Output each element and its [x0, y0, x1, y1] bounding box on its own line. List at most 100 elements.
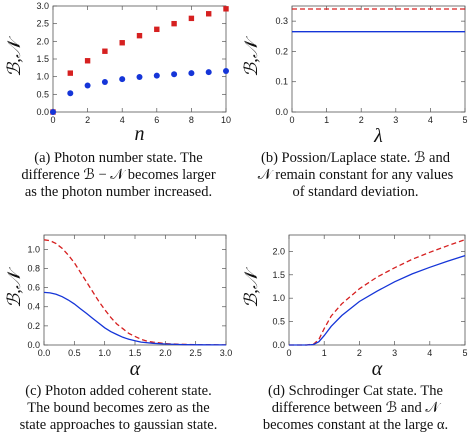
x-tick-label: 10 [221, 115, 231, 125]
x-tick-label: 3 [393, 115, 398, 125]
y-axis-label: ℬ,𝒩 [4, 35, 24, 77]
x-tick-label: 6 [154, 115, 159, 125]
chart-photon-number: 0 2 4 6 8 10 0.0 0.5 1.0 1.5 2.0 2.5 3.0 n ℬ,𝒩 [0, 0, 237, 150]
y-tick-label: 0.0 [36, 107, 49, 117]
data-point-circle [205, 69, 212, 76]
data-point-circle [223, 68, 229, 75]
series-line-solid [43, 291, 227, 346]
caption-a: (a) Photon number state. The difference … [0, 150, 237, 201]
plot-frame [43, 234, 227, 346]
x-tick-label: 1.5 [129, 348, 142, 358]
x-tick-label: 1 [322, 348, 327, 358]
caption-c: (c) Photon added coherent state. The bou… [0, 383, 237, 434]
data-point-square [136, 32, 143, 39]
y-tick-label: 1.5 [272, 270, 285, 280]
y-tick-label: 0.0 [272, 340, 285, 350]
chart-schrodinger-cat: 0 1 2 3 4 5 0.0 0.5 1.0 1.5 2.0 α ℬ,𝒩 [237, 225, 474, 383]
x-tick-label: 8 [189, 115, 194, 125]
data-point-circle [84, 82, 91, 89]
data-point-circle [50, 109, 56, 115]
x-tick-label: 0 [50, 115, 55, 125]
x-tick-label: 4 [428, 115, 433, 125]
x-tick-label: 2 [85, 115, 90, 125]
caption-line: difference ℬ − 𝒩 becomes larger [21, 167, 216, 183]
y-tick-label: 1.0 [272, 293, 285, 303]
plot-frame [291, 5, 466, 113]
caption-line: state approaches to gaussian state. [19, 417, 218, 433]
x-tick-label: 1.0 [98, 348, 111, 358]
chart-photon-added-coherent: 0.0 0.5 1.0 1.5 2.0 2.5 3.0 0.0 0.2 0.4 0.6 0.8 1.0 α… [0, 225, 237, 383]
plot-frame [52, 5, 227, 113]
data-point-square [119, 40, 125, 46]
y-tick-label: 0.8 [27, 263, 40, 273]
x-tick-label: 0.0 [38, 348, 51, 358]
x-tick-label: 0 [286, 348, 291, 358]
x-tick-label: 3 [392, 348, 397, 358]
caption-line: becomes constant at the large α. [262, 417, 449, 433]
y-tick-label: 2.5 [36, 19, 49, 29]
data-point-square [84, 58, 91, 64]
data-point-square [102, 48, 108, 54]
caption-line: of standard deviation. [292, 184, 419, 200]
y-tick-label: 0.5 [36, 89, 49, 99]
caption-line: (b) Possion/Laplace state. ℬ and [261, 150, 450, 166]
data-point-circle [188, 70, 195, 77]
x-tick-label: 2 [359, 115, 364, 125]
y-tick-label: 0.2 [275, 46, 288, 56]
x-axis-label: α [130, 358, 141, 380]
caption-d: (d) Schrodinger Cat state. The differenc… [237, 383, 474, 434]
caption-b: (b) Possion/Laplace state. ℬ and 𝒩 remai… [237, 150, 474, 201]
x-tick-label: 4 [120, 115, 125, 125]
chart-svg: 0 1 2 3 4 5 0.0 0.5 1.0 1.5 2.0 α ℬ,𝒩 [241, 234, 468, 380]
y-tick-label: 2.0 [36, 36, 49, 46]
y-tick-label: 2.0 [272, 246, 285, 256]
x-axis-label: α [372, 358, 383, 380]
chart-svg: 0.0 0.5 1.0 1.5 2.0 2.5 3.0 0.0 0.2 0.4 0.6 0.8 1.0 α… [4, 234, 232, 380]
caption-line: (a) Photon number state. The [34, 150, 203, 166]
chart-svg: 0 1 2 3 4 5 0.0 0.1 0.2 0.3 λ ℬ,𝒩 [241, 5, 468, 147]
y-tick-label: 0.4 [27, 302, 40, 312]
data-point-square [223, 6, 229, 12]
y-axis-label: ℬ,𝒩 [241, 35, 261, 77]
y-axis-label: ℬ,𝒩 [241, 266, 261, 308]
x-tick-label: 5 [462, 115, 467, 125]
series-line-dashed [43, 239, 227, 346]
y-axis-label: ℬ,𝒩 [4, 266, 24, 308]
y-tick-label: 0.1 [275, 77, 288, 87]
caption-line: (d) Schrodinger Cat state. The [268, 383, 443, 399]
data-point-circle [67, 90, 74, 97]
x-axis-label: λ [373, 125, 383, 147]
caption-line: difference between ℬ and 𝒩 [271, 400, 440, 416]
caption-line: as the photon number increased. [24, 184, 213, 200]
data-point-square [171, 20, 177, 27]
x-tick-label: 2.0 [159, 348, 172, 358]
y-tick-label: 1.5 [36, 54, 49, 64]
x-tick-label: 2.5 [189, 348, 202, 358]
y-tick-label: 1.0 [36, 72, 49, 82]
data-point-circle [101, 78, 108, 85]
y-tick-label: 0.3 [275, 16, 288, 26]
x-tick-label: 2 [357, 348, 362, 358]
y-tick-label: 0.0 [27, 340, 40, 350]
data-point-circle [153, 72, 160, 79]
data-point-square [188, 15, 195, 22]
chart-poisson-laplace: 0 1 2 3 4 5 0.0 0.1 0.2 0.3 λ ℬ,𝒩 [237, 0, 474, 150]
y-tick-label: 0.6 [27, 283, 40, 293]
x-tick-label: 1 [324, 115, 329, 125]
data-point-circle [171, 71, 178, 78]
caption-line: 𝒩 remain constant for any values [257, 167, 454, 183]
y-tick-label: 0.2 [27, 321, 40, 331]
x-tick-label: 0 [289, 115, 294, 125]
x-tick-label: 0.5 [68, 348, 81, 358]
data-point-square [154, 26, 160, 33]
caption-line: The bound becomes zero as the [27, 400, 210, 416]
data-point-square [67, 70, 73, 76]
series-line-dashed [289, 239, 466, 346]
data-point-circle [136, 74, 143, 81]
y-tick-label: 0.5 [272, 317, 285, 327]
caption-line: (c) Photon added coherent state. [25, 383, 212, 399]
y-tick-label: 3.0 [36, 1, 49, 11]
plot-frame [288, 234, 466, 346]
data-point-square [206, 11, 212, 17]
x-tick-label: 5 [462, 348, 467, 358]
